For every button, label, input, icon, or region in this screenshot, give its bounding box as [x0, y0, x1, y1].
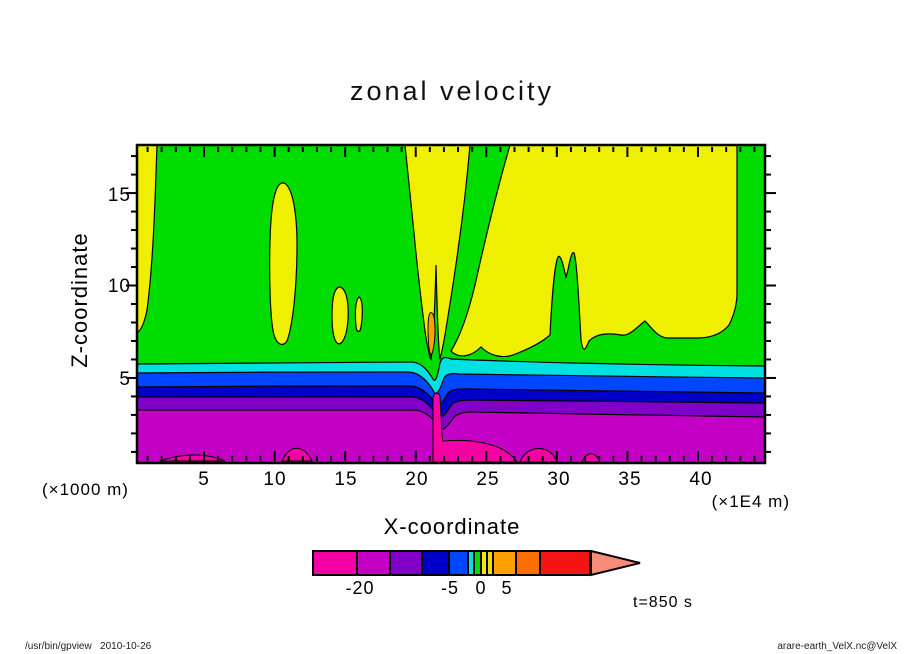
footer-data-source: arare-earth_VelX.nc@VelX — [777, 641, 897, 652]
time-annotation: t=850 s — [633, 594, 693, 611]
colorbar-segment — [448, 550, 469, 576]
colorbar-segment — [492, 550, 517, 576]
colorbar-segment — [421, 550, 450, 576]
colorbar — [312, 550, 591, 576]
field-orange-core — [427, 312, 436, 356]
colorbar-segment — [389, 550, 423, 576]
x-axis-unit: (×1E4 m) — [711, 492, 790, 511]
x-tick-label-5: 5 — [198, 469, 210, 490]
x-tick-label-10: 10 — [263, 469, 287, 490]
y-axis-unit: (×1000 m) — [42, 480, 129, 499]
colorbar-segment — [473, 550, 482, 576]
x-tick-label-15: 15 — [334, 469, 358, 490]
field-yellow-sliver — [354, 296, 363, 333]
colorbar-segment — [356, 550, 391, 576]
colorbar-label-5: 5 — [501, 578, 513, 598]
colorbar-label-m5: -5 — [440, 578, 459, 598]
axis-ticks — [126, 147, 776, 461]
x-axis-label: X-coordinate — [383, 514, 521, 539]
field-yellow-blob2 — [331, 286, 349, 345]
footer-program-date: /usr/bin/gpview 2010-10-26 — [25, 641, 152, 652]
plot-title: zonal velocity — [349, 76, 555, 106]
field-yellow-blob1 — [269, 182, 298, 345]
x-tick-label-40: 40 — [689, 469, 713, 490]
y-tick-label-15: 15 — [107, 185, 131, 206]
field-yellow-sea — [450, 144, 738, 358]
y-axis-label: Z-coordinate — [67, 232, 92, 368]
colorbar-segment — [312, 550, 358, 576]
x-tick-label-30: 30 — [547, 469, 571, 490]
plot-border — [135, 143, 767, 465]
x-tick-label-20: 20 — [405, 469, 429, 490]
x-tick-label-35: 35 — [618, 469, 642, 490]
y-tick-label-10: 10 — [107, 276, 131, 297]
y-tick-label-5: 5 — [119, 369, 131, 390]
colorbar-label-m20: -20 — [345, 578, 375, 598]
contour-field — [136, 144, 766, 464]
x-tick-label-25: 25 — [476, 469, 500, 490]
colorbar-segment — [539, 550, 591, 576]
field-yellow-left-strip — [136, 144, 158, 335]
field-yellow-central-tongues — [388, 144, 471, 361]
colorbar-overflow-arrow — [590, 549, 641, 577]
colorbar-segment — [515, 550, 541, 576]
field-pink-patch3 — [432, 392, 518, 463]
colorbar-label-0: 0 — [475, 578, 487, 598]
